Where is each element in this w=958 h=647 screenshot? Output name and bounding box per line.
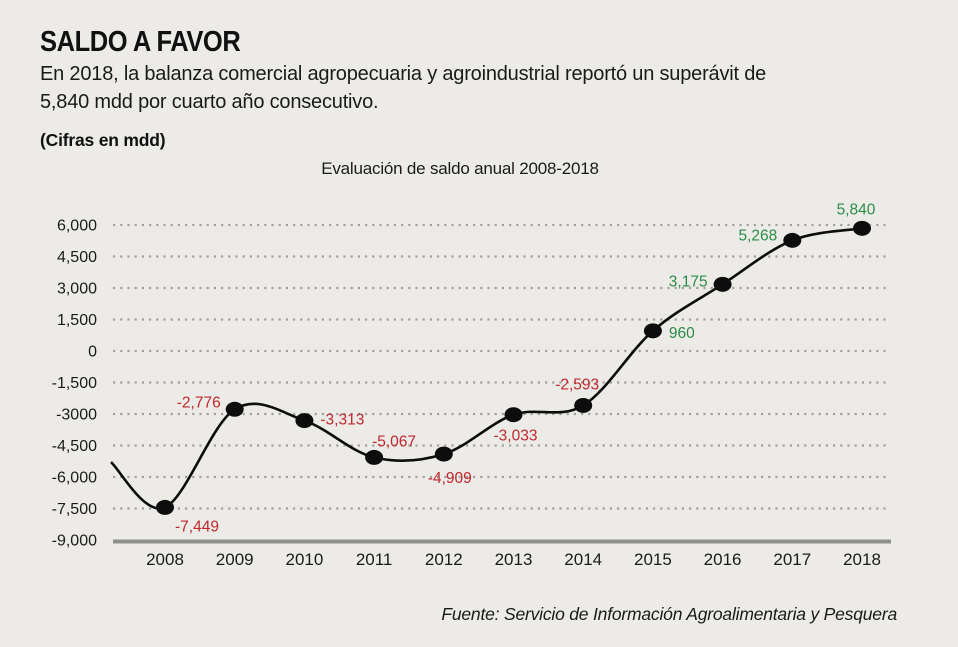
data-point bbox=[713, 276, 732, 292]
data-point-label: 3,175 bbox=[669, 273, 708, 290]
x-tick-label: 2012 bbox=[425, 550, 463, 569]
series-line bbox=[110, 227, 863, 510]
y-tick-label: 1,500 bbox=[57, 312, 97, 329]
data-point bbox=[156, 499, 174, 515]
data-point-label: 960 bbox=[669, 325, 695, 342]
data-point-label: -4,909 bbox=[428, 470, 472, 487]
subtitle-line-2: 5,840 mdd por cuarto año consecutivo. bbox=[40, 90, 379, 113]
x-tick-label: 2018 bbox=[843, 550, 881, 569]
x-tick-label: 2017 bbox=[773, 550, 811, 569]
y-tick-label: -7,500 bbox=[52, 501, 97, 518]
subtitle: En 2018, la balanza comercial agropecuar… bbox=[40, 61, 766, 116]
data-point bbox=[574, 397, 593, 413]
y-tick-label: -9,000 bbox=[52, 533, 97, 550]
x-tick-label: 2014 bbox=[564, 550, 602, 569]
x-tick-label: 2009 bbox=[216, 550, 254, 569]
data-point-label: 5,268 bbox=[739, 227, 778, 244]
data-point bbox=[365, 449, 384, 465]
data-point-label: -3,033 bbox=[494, 428, 538, 445]
y-tick-label: 6,000 bbox=[57, 218, 97, 235]
x-tick-label: 2010 bbox=[285, 550, 323, 569]
data-point-label: -2,776 bbox=[177, 394, 221, 411]
data-point-label: -7,449 bbox=[175, 518, 219, 535]
subtitle-line-1: En 2018, la balanza comercial agropecuar… bbox=[40, 63, 767, 85]
x-tick-label: 2011 bbox=[356, 550, 393, 569]
y-tick-label: -4,500 bbox=[52, 438, 97, 455]
units-note: (Cifras en mdd) bbox=[40, 130, 166, 150]
chart-title: Evaluación de saldo anual 2008-2018 bbox=[321, 159, 599, 178]
data-point-label: 5,840 bbox=[837, 201, 876, 218]
x-tick-label: 2008 bbox=[146, 550, 184, 569]
data-point bbox=[295, 413, 314, 429]
data-point bbox=[853, 220, 871, 236]
y-tick-label: -3000 bbox=[56, 407, 97, 424]
x-tick-label: 2013 bbox=[495, 550, 533, 569]
y-tick-label: 4,500 bbox=[57, 249, 97, 266]
data-point-label: -3,313 bbox=[320, 412, 364, 429]
data-point bbox=[434, 446, 453, 462]
y-tick-label: -6,000 bbox=[52, 470, 97, 487]
y-tick-label: 0 bbox=[88, 344, 97, 361]
source-attribution: Fuente: Servicio de Información Agroalim… bbox=[441, 604, 897, 624]
data-point bbox=[504, 407, 523, 423]
y-tick-label: -1,500 bbox=[52, 375, 97, 392]
data-point-label: -2,593 bbox=[555, 376, 599, 393]
data-point bbox=[783, 232, 802, 248]
page-title: SALDO A FAVOR bbox=[40, 26, 241, 58]
x-tick-label: 2016 bbox=[704, 550, 742, 569]
y-tick-label: 3,000 bbox=[57, 281, 97, 298]
data-point bbox=[225, 401, 244, 417]
data-point bbox=[643, 323, 662, 339]
data-point-label: -5,067 bbox=[372, 433, 416, 450]
x-tick-label: 2015 bbox=[634, 550, 672, 569]
